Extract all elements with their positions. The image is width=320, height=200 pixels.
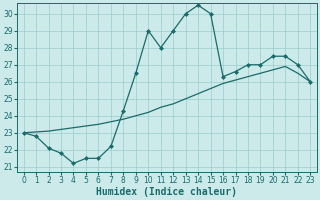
X-axis label: Humidex (Indice chaleur): Humidex (Indice chaleur): [96, 186, 237, 197]
